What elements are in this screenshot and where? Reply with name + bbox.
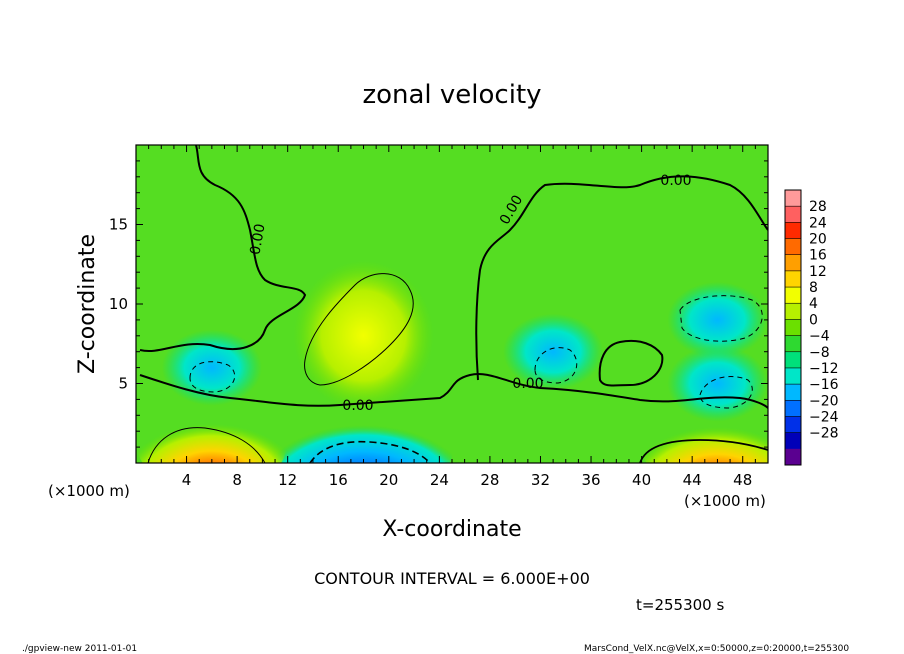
- colorbar-label: 16: [809, 248, 827, 264]
- colorbar-swatch: [785, 190, 801, 207]
- x-tick-label: 20: [379, 471, 398, 489]
- colorbar-label: 20: [809, 232, 827, 248]
- contour-negative-5: [699, 376, 753, 409]
- x-tick-label: 4: [182, 471, 192, 489]
- x-tick-label: 36: [581, 471, 600, 489]
- colorbar-swatch: [785, 319, 801, 337]
- colorbar-label: −16: [809, 377, 839, 393]
- chart-title: zonal velocity: [362, 80, 541, 110]
- contour-positive-1: [304, 273, 414, 386]
- colorbar-label: 12: [809, 264, 827, 280]
- colorbar-label: 4: [809, 296, 818, 312]
- contour-interval-text: CONTOUR INTERVAL = 6.000E+00: [314, 569, 590, 588]
- contour-label: 0.00: [247, 223, 268, 256]
- x-tick-label: 40: [632, 471, 651, 489]
- colorbar-label: −8: [809, 345, 830, 361]
- x-tick-label: 32: [531, 471, 550, 489]
- colorbar-swatch: [785, 303, 801, 320]
- contour-negative-3: [534, 347, 578, 384]
- x-tick-label: 12: [278, 471, 297, 489]
- colorbar-swatch: [785, 287, 801, 304]
- contour-zero-line-mid: [139, 373, 768, 409]
- field-feature-negative-lobe: [667, 345, 768, 422]
- y-tick-label: 15: [109, 216, 128, 234]
- field-feature-positive-core: [136, 393, 287, 463]
- contour-negative-1: [309, 440, 431, 463]
- colorbar-swatch: [785, 384, 801, 401]
- colorbar-swatch: [785, 432, 801, 450]
- x-tick-label: 24: [430, 471, 449, 489]
- colorbar-label: −12: [809, 361, 839, 377]
- colorbar-swatch: [785, 416, 801, 434]
- contour-zero-line-upper: [139, 145, 307, 352]
- y-axis-title: Z-coordinate: [75, 234, 100, 374]
- x-tick-label: 8: [232, 471, 242, 489]
- contour-lines: [139, 145, 768, 463]
- time-text: t=255300 s: [636, 596, 724, 614]
- contour-label: 0.00: [512, 376, 543, 392]
- y-axis: 5 10 15: [109, 144, 768, 464]
- colorbar-label: −4: [809, 329, 830, 345]
- contour-label: 0.00: [660, 173, 691, 189]
- field-feature-positive-lobe: [293, 260, 434, 411]
- field-features: [136, 260, 768, 463]
- footer-left-text: ./gpview-new 2011-01-01: [22, 644, 137, 654]
- colorbar-swatch: [785, 400, 801, 417]
- colorbar-swatch: [785, 254, 801, 272]
- colorbar-swatch: [785, 351, 801, 369]
- colorbar-swatch: [785, 270, 801, 288]
- colorbar-swatch: [785, 448, 801, 466]
- field-feature-negative-lobe: [161, 329, 262, 406]
- y-tick-label: 10: [109, 295, 128, 313]
- colorbar-label: −20: [809, 393, 839, 409]
- contour-label: 0.00: [342, 398, 373, 414]
- colorbar-label: −24: [809, 409, 839, 425]
- plot-area: 0.000.000.000.000.00: [136, 145, 768, 463]
- x-unit-label-left: (×1000 m): [48, 482, 130, 500]
- colorbar-label: 0: [809, 312, 818, 328]
- x-tick-label: 16: [329, 471, 348, 489]
- footer-right-text: MarsCond_VelX.nc@VelX,x=0:50000,z=0:2000…: [584, 644, 849, 654]
- contour-positive-2: [639, 439, 768, 463]
- x-unit-label-right: (×1000 m): [684, 492, 766, 510]
- x-tick-label: 48: [733, 471, 752, 489]
- y-tick-label: 5: [118, 375, 128, 393]
- colorbar-swatch: [785, 335, 801, 353]
- x-axis-title: X-coordinate: [382, 517, 521, 542]
- colorbar-label: 24: [809, 215, 827, 231]
- colorbar-label: −28: [809, 426, 839, 442]
- field-feature-negative-core: [273, 392, 454, 463]
- contour-zero-line-bump: [598, 339, 664, 387]
- contour-negative-4: [679, 295, 763, 342]
- x-axis: 4 8 12 16 20 24 28 32 36 40 44 48: [135, 145, 769, 489]
- contour-negative-2: [189, 361, 236, 393]
- colorbar-label: 8: [809, 280, 818, 296]
- field-feature-negative-lobe: [503, 313, 604, 390]
- x-tick-label: 28: [480, 471, 499, 489]
- x-tick-label: 44: [683, 471, 702, 489]
- colorbar-swatch: [785, 222, 801, 240]
- colorbar-frame: [784, 189, 802, 466]
- colorbar-label: 28: [809, 199, 827, 215]
- contour-zero-line-right: [475, 175, 768, 381]
- contour-positive-3: [147, 427, 266, 463]
- colorbar-swatch: [785, 206, 801, 223]
- colorbar-swatch: [785, 367, 801, 385]
- colorbar-swatch: [785, 238, 801, 256]
